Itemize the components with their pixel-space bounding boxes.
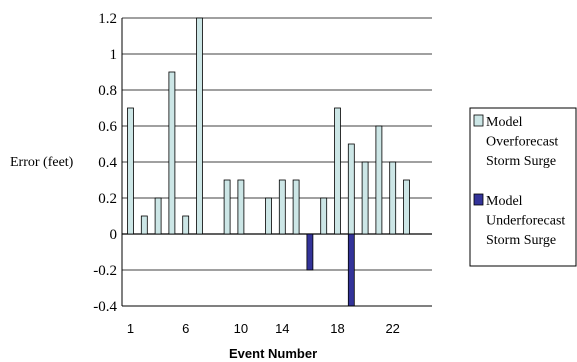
overforecast-bar-6 [196,17,203,235]
overforecast-bar-16 [334,107,341,235]
bars-layer [127,17,410,307]
underforecast-bar-14 [306,233,314,271]
y-tick-labels: 1.2 1 0.8 0.6 0.4 0.2 0 -0.2 -0.4 [93,11,117,315]
legend-label-1-1: Underforecast [486,214,565,229]
y-tick-label-5: 0.2 [98,191,117,207]
legend: Model Overforecast Storm Surge Model Underfo… [469,107,577,267]
x-tick-label-4: 18 [330,321,344,336]
overforecast-bar-20 [389,161,397,235]
y-tick-label-0: 1.2 [98,11,117,27]
x-tick-label-0: 1 [127,321,134,336]
legend-box [469,107,577,267]
overforecast-bar-8 [223,179,231,235]
overforecast-bar-19 [375,125,383,235]
overforecast-bar-1 [127,107,134,235]
overforecast-bar-5 [182,215,190,235]
y-tick-label-4: 0.4 [98,155,117,171]
x-tick-label-3: 14 [275,321,289,336]
legend-swatch-1 [473,193,484,206]
overforecast-bar-21 [403,179,410,235]
legend-label-0-2: Storm Surge [486,154,556,169]
overforecast-bar-2 [140,215,148,235]
overforecast-bar-17 [347,143,355,235]
overforecast-bar-12 [278,179,286,235]
y-axis-label: Error (feet) [10,155,74,170]
x-tick-label-5: 22 [385,321,399,336]
axes [121,18,432,307]
legend-label-0-1: Overforecast [486,135,558,150]
legend-swatch-0 [473,114,484,127]
legend-label-1-0: Model [486,194,523,209]
x-tick-label-1: 6 [182,321,189,336]
x-tick-labels: 1 6 10 14 18 22 [127,321,400,336]
y-tick-label-8: -0.4 [93,299,117,315]
overforecast-bar-13 [292,179,300,235]
y-tick-label-6: 0 [110,227,118,243]
underforecast-bar-17 [347,233,355,307]
overforecast-bar-4 [168,71,176,235]
overforecast-bar-11 [265,197,272,235]
y-tick-label-2: 0.8 [98,83,117,99]
legend-label-0-0: Model [486,115,523,130]
overforecast-bar-9 [237,179,245,235]
y-tick-label-1: 1 [110,47,118,63]
x-axis-label: Event Number [229,346,317,361]
overforecast-bar-3 [154,197,162,235]
y-tick-label-3: 0.6 [98,119,117,135]
x-tick-label-2: 10 [234,321,248,336]
legend-label-1-2: Storm Surge [486,233,556,248]
overforecast-bar-18 [361,161,369,235]
overforecast-bar-15 [320,197,328,235]
y-tick-label-7: -0.2 [93,263,117,279]
